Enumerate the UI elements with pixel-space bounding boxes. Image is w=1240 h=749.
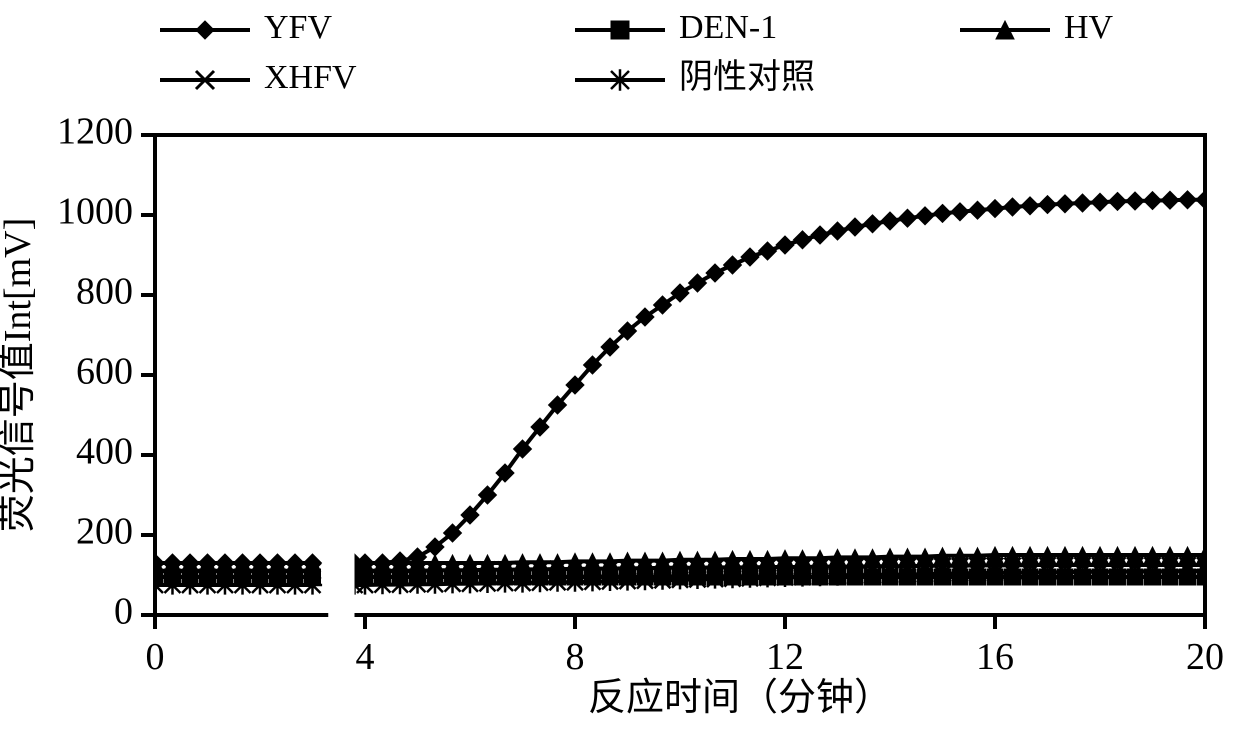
- y-tick-label: 1000: [57, 191, 133, 233]
- x-axis-title: 反应时间（分钟）: [588, 677, 892, 719]
- y-axis-title: 荧光信号值Int[mV]: [0, 218, 39, 533]
- chart-svg: 0 200 400 600 800 1000 1200 0 4 8 12 16 20 反应时间（分钟） 荧光…: [0, 0, 1240, 749]
- x-tick-label: 20: [1186, 636, 1224, 678]
- chart-container: 0 200 400 600 800 1000 1200 0 4 8 12 16 20 反应时间（分钟） 荧光…: [0, 0, 1240, 749]
- legend-label: XHFV: [264, 59, 357, 96]
- legend-label: YFV: [264, 9, 332, 46]
- y-tick-label: 600: [76, 351, 133, 393]
- y-tick-label: 200: [76, 511, 133, 553]
- x-tick-label: 0: [146, 636, 165, 678]
- x-tick-label: 12: [766, 636, 804, 678]
- x-tick-label: 4: [356, 636, 375, 678]
- legend-label: DEN-1: [679, 9, 777, 46]
- y-tick-label: 800: [76, 271, 133, 313]
- y-tick-label: 1200: [57, 111, 133, 153]
- legend-label: 阴性对照: [679, 58, 815, 96]
- y-tick-label: 0: [114, 591, 133, 633]
- x-tick-label: 16: [976, 636, 1014, 678]
- y-tick-label: 400: [76, 431, 133, 473]
- legend-label: HV: [1064, 9, 1114, 46]
- x-tick-label: 8: [566, 636, 585, 678]
